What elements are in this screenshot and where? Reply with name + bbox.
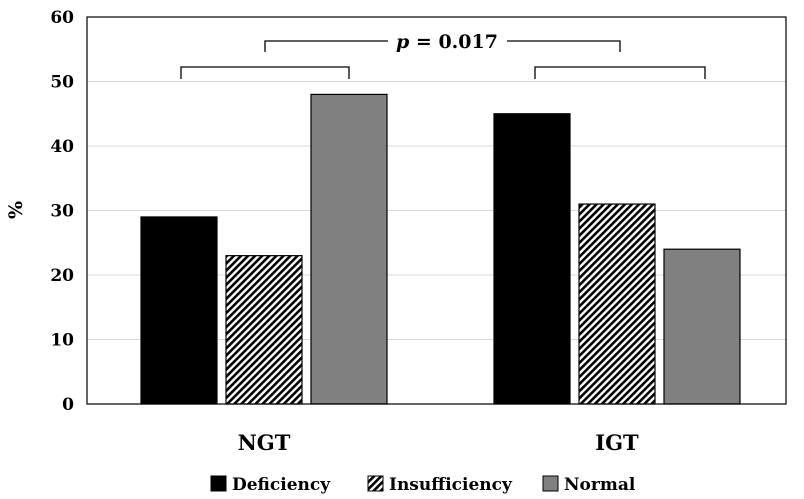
- bracket-ngt: [180, 66, 350, 79]
- bracket-top-left: [264, 40, 388, 52]
- significance-brackets: p = 0.017: [180, 31, 706, 79]
- y-tick-label: 30: [50, 202, 74, 222]
- y-tick-label: 40: [50, 137, 74, 157]
- y-axis-label: %: [5, 201, 27, 219]
- y-tick-label: 10: [50, 331, 74, 351]
- bar-igt-insufficiency: [578, 203, 656, 405]
- y-tick-label: 60: [50, 8, 74, 28]
- bar-igt-deficiency: [493, 113, 571, 405]
- bracket-igt: [534, 66, 706, 79]
- legend-swatch-normal: [542, 475, 559, 492]
- category-label-igt: IGT: [595, 430, 639, 455]
- category-label-ngt: NGT: [238, 430, 291, 455]
- y-tick-label: 0: [62, 395, 74, 415]
- bar-ngt-deficiency: [140, 216, 218, 405]
- y-tick-label: 50: [50, 73, 74, 93]
- y-tick-label: 20: [50, 266, 74, 286]
- legend-swatch-deficiency: [210, 475, 227, 492]
- p-value-symbol: p: [396, 31, 410, 53]
- legend-label-deficiency: Deficiency: [232, 475, 331, 495]
- y-axis-ticks: 0 10 20 30 40 50 60: [50, 8, 74, 415]
- p-value-annotation: p = 0.017: [396, 31, 498, 53]
- legend: Deficiency Insufficiency Normal: [210, 475, 636, 495]
- bars: [140, 93, 741, 405]
- legend-swatch-insufficiency: [367, 475, 384, 492]
- bracket-top-right: [507, 40, 621, 52]
- bar-igt-normal: [663, 248, 741, 405]
- plot-area-border: [86, 16, 787, 405]
- p-value-text: = 0.017: [409, 31, 498, 53]
- legend-label-insufficiency: Insufficiency: [389, 475, 513, 495]
- legend-label-normal: Normal: [564, 475, 636, 495]
- category-labels: NGT IGT: [238, 430, 639, 455]
- bar-ngt-insufficiency: [225, 255, 303, 405]
- bar-ngt-normal: [310, 93, 388, 405]
